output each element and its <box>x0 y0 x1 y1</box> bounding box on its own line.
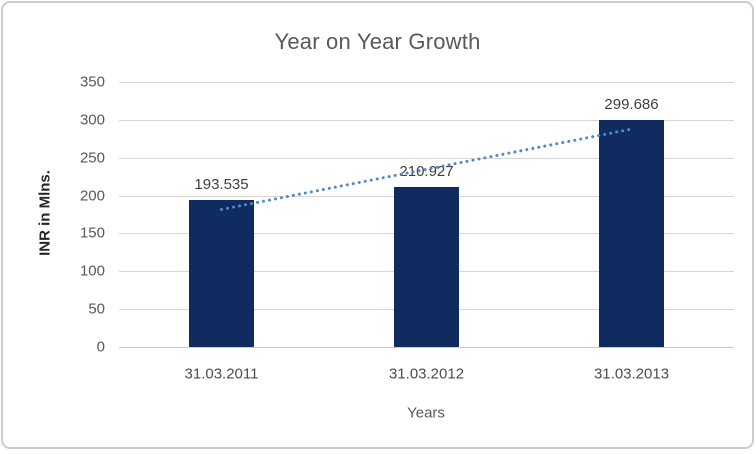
y-tick-label: 0 <box>96 338 105 356</box>
x-axis-title: Years <box>407 404 445 422</box>
gridline <box>119 119 734 121</box>
x-axis-line <box>119 347 734 348</box>
y-tick-label: 300 <box>79 111 105 129</box>
y-tick-label: 200 <box>79 187 105 205</box>
x-category-label: 31.03.2011 <box>184 365 259 383</box>
y-tick-label: 100 <box>79 262 105 280</box>
gridline <box>119 82 734 83</box>
bar-data-label: 193.535 <box>194 176 249 194</box>
y-tick-label: 150 <box>79 224 105 242</box>
y-tick-label: 250 <box>79 149 105 167</box>
bar <box>394 187 459 347</box>
x-category-label: 31.03.2012 <box>388 365 465 383</box>
y-tick-label: 50 <box>88 300 105 318</box>
y-tick-label: 350 <box>79 73 105 91</box>
bar-data-label: 299.686 <box>604 96 659 114</box>
x-category-label: 31.03.2013 <box>593 365 670 383</box>
bar <box>189 200 254 347</box>
bar-data-label: 210.927 <box>399 163 454 181</box>
y-axis-title: INR in Mlns. <box>36 170 54 256</box>
bar <box>599 120 664 347</box>
chart-title: Year on Year Growth <box>274 29 481 54</box>
